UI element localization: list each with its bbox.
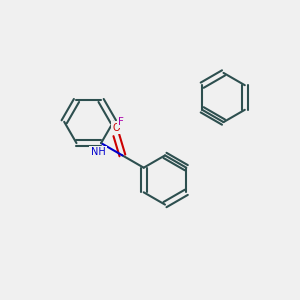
Text: F: F	[118, 117, 124, 127]
Text: O: O	[112, 123, 120, 133]
Text: NH: NH	[91, 147, 106, 157]
